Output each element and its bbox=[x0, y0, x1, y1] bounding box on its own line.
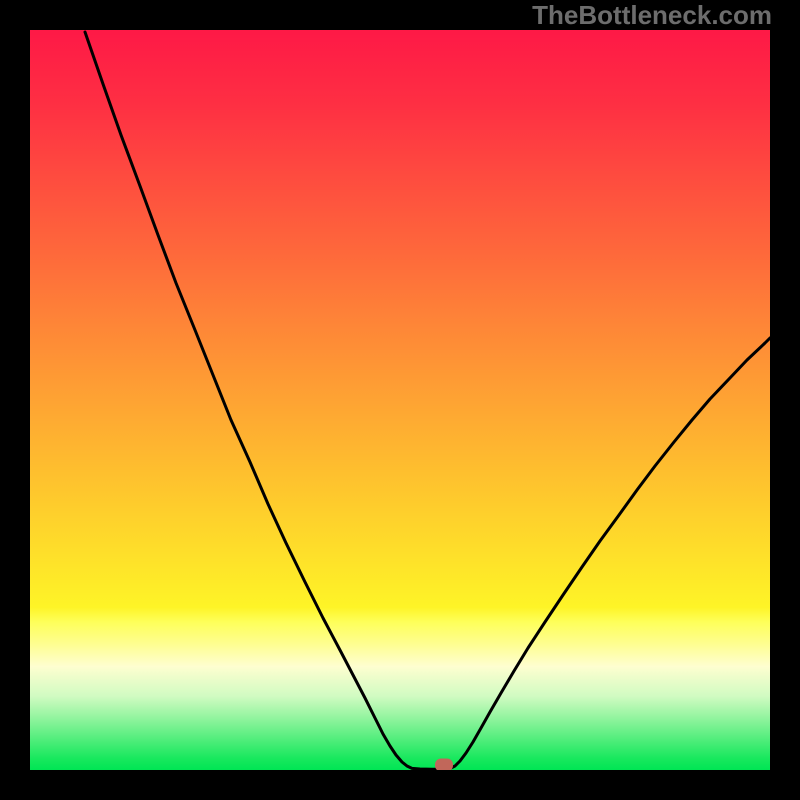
watermark-text: TheBottleneck.com bbox=[532, 0, 772, 31]
bottleneck-curve bbox=[30, 30, 770, 770]
bottleneck-marker bbox=[435, 759, 453, 771]
plot-area bbox=[30, 30, 770, 770]
